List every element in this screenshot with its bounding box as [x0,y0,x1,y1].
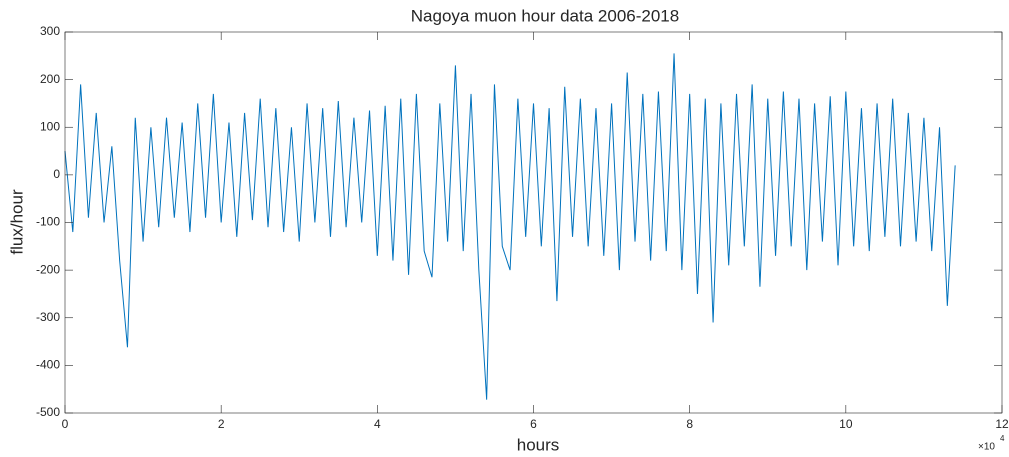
plot-frame [64,31,1003,414]
x-tick-label: 4 [374,417,381,431]
y-tick-label: -200 [36,262,60,276]
x-tick-label: 2 [218,417,225,431]
y-tick-label: -300 [36,310,60,324]
y-axis-label: flux/hour [7,189,26,255]
y-tick-label: -400 [36,358,60,372]
x-tick-label: 6 [530,417,537,431]
x-axis-label: hours [517,435,560,454]
y-tick-label: -500 [36,405,60,419]
data-line [64,53,956,400]
y-tick-label: 300 [40,24,60,38]
x-tick-label: 10 [839,417,853,431]
y-tick-label: -100 [36,215,60,229]
x-tick-label: 12 [995,417,1009,431]
x-tick-label: 8 [686,417,693,431]
chart-title: Nagoya muon hour data 2006-2018 [411,6,679,25]
x-multiplier-exponent: 4 [1000,434,1005,443]
y-tick-label: 100 [40,119,60,133]
y-tick-label: 0 [53,167,60,181]
y-tick-label: 200 [40,72,60,86]
x-multiplier: ×10 [978,442,995,453]
x-tick-label: 0 [62,417,69,431]
